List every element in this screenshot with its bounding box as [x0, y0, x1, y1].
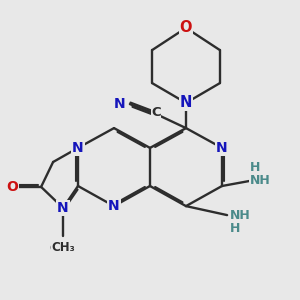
Text: O: O: [180, 20, 192, 35]
Text: NH: NH: [230, 208, 251, 222]
Text: H: H: [250, 161, 260, 174]
Text: N: N: [216, 141, 228, 155]
Text: N: N: [114, 97, 125, 111]
Text: N: N: [216, 141, 228, 155]
Text: N: N: [57, 201, 69, 215]
Text: N: N: [108, 199, 120, 213]
Text: C: C: [151, 106, 161, 119]
Text: CH₃: CH₃: [51, 241, 75, 254]
Text: N: N: [180, 95, 192, 110]
Text: CH3: CH3: [50, 242, 76, 255]
Text: NH: NH: [250, 174, 271, 188]
Text: H: H: [230, 222, 241, 235]
Text: N: N: [72, 141, 84, 155]
Text: O: O: [6, 180, 18, 194]
